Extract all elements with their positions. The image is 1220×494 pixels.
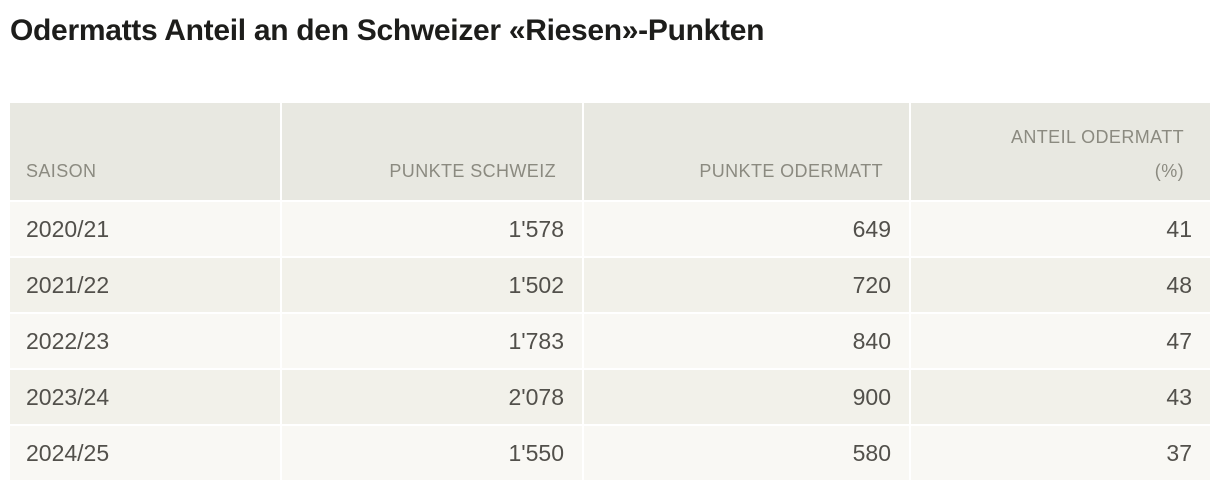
table-row: 2024/25 1'550 580 37 [10,426,1210,482]
cell-punkte-odermatt: 840 [582,314,909,370]
cell-anteil-odermatt: 48 [909,258,1210,314]
cell-punkte-schweiz: 1'783 [280,314,582,370]
table-row: 2021/22 1'502 720 48 [10,258,1210,314]
cell-punkte-schweiz: 1'550 [280,426,582,482]
odermatt-points-table: SAISON PUNKTE SCHWEIZ PUNKTE ODERMATT AN… [10,103,1210,482]
column-header-punkte-odermatt: PUNKTE ODERMATT [582,103,909,202]
cell-punkte-odermatt: 900 [582,370,909,426]
column-header-punkte-schweiz: PUNKTE SCHWEIZ [280,103,582,202]
cell-punkte-schweiz: 1'502 [280,258,582,314]
cell-anteil-odermatt: 41 [909,202,1210,258]
page: Odermatts Anteil an den Schweizer «Riese… [10,14,1210,482]
page-title: Odermatts Anteil an den Schweizer «Riese… [10,14,765,47]
table-row: 2020/21 1'578 649 41 [10,202,1210,258]
cell-saison: 2020/21 [10,202,280,258]
cell-punkte-odermatt: 649 [582,202,909,258]
table-header-row: SAISON PUNKTE SCHWEIZ PUNKTE ODERMATT AN… [10,103,1210,202]
table-row: 2022/23 1'783 840 47 [10,314,1210,370]
cell-anteil-odermatt: 43 [909,370,1210,426]
cell-punkte-odermatt: 720 [582,258,909,314]
cell-saison: 2021/22 [10,258,280,314]
cell-saison: 2023/24 [10,370,280,426]
cell-punkte-schweiz: 1'578 [280,202,582,258]
cell-saison: 2024/25 [10,426,280,482]
cell-punkte-schweiz: 2'078 [280,370,582,426]
column-header-anteil-odermatt-label: ANTEIL ODERMATT (%) [1010,127,1184,181]
column-header-saison: SAISON [10,103,280,202]
table-row: 2023/24 2'078 900 43 [10,370,1210,426]
column-header-anteil-odermatt: ANTEIL ODERMATT (%) [909,103,1210,202]
cell-punkte-odermatt: 580 [582,426,909,482]
cell-saison: 2022/23 [10,314,280,370]
cell-anteil-odermatt: 37 [909,426,1210,482]
cell-anteil-odermatt: 47 [909,314,1210,370]
